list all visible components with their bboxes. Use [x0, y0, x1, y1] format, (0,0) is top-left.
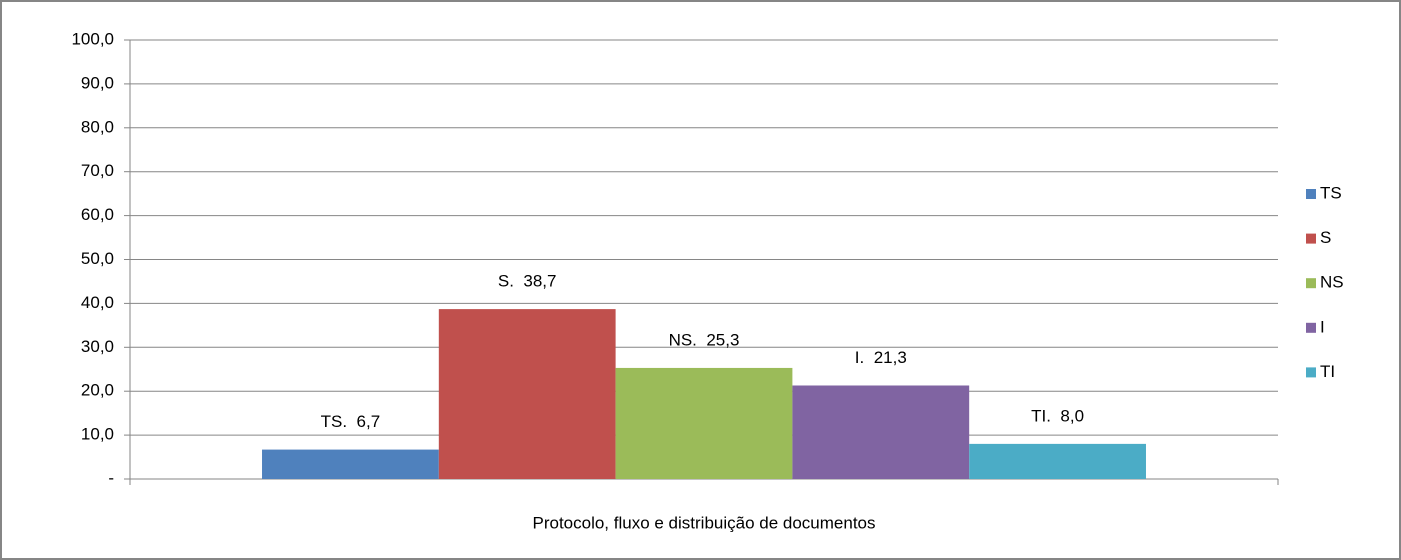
- y-tick-label: 30,0: [81, 337, 114, 356]
- legend-label: TS: [1320, 183, 1342, 202]
- legend-label: I: [1320, 317, 1325, 336]
- bar: [792, 385, 970, 479]
- data-label: TI. 8,0: [1031, 406, 1084, 425]
- legend-swatch: [1306, 367, 1316, 378]
- y-tick-label: 100,0: [71, 29, 114, 48]
- y-tick-label: 40,0: [81, 293, 114, 312]
- legend-swatch: [1306, 189, 1316, 199]
- data-label: I. 21,3: [855, 348, 907, 367]
- y-tick-label: 80,0: [81, 117, 114, 136]
- bar: [969, 443, 1146, 479]
- legend-swatch: [1306, 233, 1316, 244]
- y-tick-label: 10,0: [81, 425, 114, 444]
- legend-swatch: [1306, 322, 1316, 333]
- bar: [262, 449, 439, 479]
- x-tick-label: Protocolo, fluxo e distribuição de docum…: [532, 513, 875, 532]
- legend-label: TI: [1320, 362, 1335, 381]
- data-label: TS. 6,7: [321, 412, 381, 431]
- legend-label: NS: [1320, 273, 1344, 292]
- legend-swatch: [1306, 278, 1316, 289]
- bar: [615, 367, 793, 479]
- y-tick-label: 50,0: [81, 249, 114, 268]
- bar: [438, 309, 616, 479]
- y-tick-label: 70,0: [81, 161, 114, 180]
- data-label: NS. 25,3: [669, 330, 740, 349]
- y-tick-label: 90,0: [81, 73, 114, 92]
- legend-label: S: [1320, 228, 1331, 247]
- y-tick-label: 60,0: [81, 205, 114, 224]
- data-label: S. 38,7: [498, 272, 557, 291]
- y-tick-label: -: [108, 468, 114, 487]
- y-tick-label: 20,0: [81, 381, 114, 400]
